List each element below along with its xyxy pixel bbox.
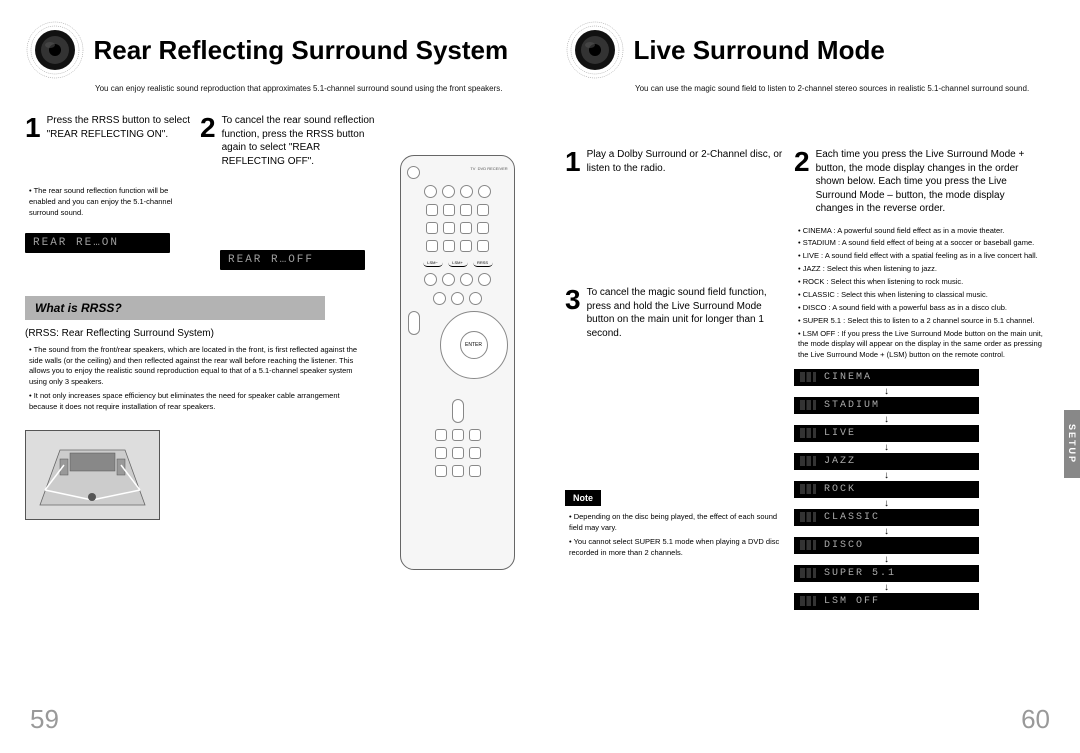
step-2: 2 To cancel the rear sound reflection fu… — [200, 114, 375, 168]
setup-tab: SETUP — [1064, 410, 1080, 478]
page-number: 59 — [30, 704, 59, 735]
display-on: REAR RE…ON — [25, 233, 170, 253]
note-list: Depending on the disc being played, the … — [565, 512, 785, 558]
room-diagram — [25, 430, 160, 520]
effect-item: JAZZ : Select this when listening to jaz… — [798, 264, 1044, 275]
step-text: To cancel the magic sound field function… — [587, 286, 785, 340]
down-arrow-icon: ↓ — [794, 555, 979, 565]
down-arrow-icon: ↓ — [794, 415, 979, 425]
note-item: You cannot select SUPER 5.1 mode when pl… — [569, 537, 785, 558]
explain-item: It not only increases space efficiency b… — [29, 391, 365, 412]
rrss-explain: The sound from the front/rear speakers, … — [25, 345, 365, 412]
page-60: Live Surround Mode You can use the magic… — [540, 0, 1080, 753]
what-is-rrss-heading: What is RRSS? — [25, 296, 325, 320]
down-arrow-icon: ↓ — [794, 583, 979, 593]
step-number: 2 — [794, 148, 810, 176]
mode-strip: CLASSIC — [794, 509, 979, 526]
mode-strip: JAZZ — [794, 453, 979, 470]
step-2: 2 Each time you press the Live Surround … — [794, 148, 1044, 216]
effect-item: DISCO : A sound field with a powerful ba… — [798, 303, 1044, 314]
explain-item: The sound from the front/rear speakers, … — [29, 345, 365, 387]
step-text: To cancel the rear sound reflection func… — [222, 114, 375, 168]
step-text: Each time you press the Live Surround Mo… — [816, 148, 1044, 216]
down-arrow-icon: ↓ — [794, 527, 979, 537]
speaker-icon — [25, 20, 85, 80]
down-arrow-icon: ↓ — [794, 499, 979, 509]
note-item: Depending on the disc being played, the … — [569, 512, 785, 533]
effect-item: LIVE : A sound field effect with a spati… — [798, 251, 1044, 262]
mode-strip: LIVE — [794, 425, 979, 442]
effect-item: SUPER 5.1 : Select this to listen to a 2… — [798, 316, 1044, 327]
effect-item: ROCK : Select this when listening to roc… — [798, 277, 1044, 288]
mode-strip: STADIUM — [794, 397, 979, 414]
note-item: The rear sound reflection function will … — [29, 186, 190, 219]
note-badge: Note — [565, 490, 601, 506]
speaker-icon — [565, 20, 625, 80]
step-number: 3 — [565, 286, 581, 314]
effect-item: LSM OFF : If you press the Live Surround… — [798, 329, 1044, 362]
step-text: Press the RRSS button to select "REAR RE… — [47, 114, 190, 141]
left-column: 1 Play a Dolby Surround or 2-Channel dis… — [565, 148, 785, 562]
header-row: Live Surround Mode — [565, 20, 1055, 80]
page-59: Rear Reflecting Surround System You can … — [0, 0, 540, 753]
step-1: 1 Play a Dolby Surround or 2-Channel dis… — [565, 148, 785, 176]
mode-strip: SUPER 5.1 — [794, 565, 979, 582]
step-3: 3 To cancel the magic sound field functi… — [565, 286, 785, 340]
mode-display-stack: CINEMA ↓ STADIUM ↓ LIVE ↓ JAZZ ↓ ROCK ↓ … — [794, 369, 1044, 610]
steps: 1 Press the RRSS button to select "REAR … — [25, 114, 385, 168]
down-arrow-icon: ↓ — [794, 471, 979, 481]
step1-note: The rear sound reflection function will … — [25, 186, 190, 219]
step-number: 2 — [200, 114, 216, 142]
mode-strip: DISCO — [794, 537, 979, 554]
effect-item: CLASSIC : Select this when listening to … — [798, 290, 1044, 301]
effect-item: CINEMA : A powerful sound field effect a… — [798, 226, 1044, 237]
display-off: REAR R…OFF — [220, 250, 365, 270]
header-row: Rear Reflecting Surround System — [25, 20, 515, 80]
page-subtitle: You can enjoy realistic sound reproducti… — [95, 84, 515, 94]
remote-control-illustration: TV DVD RECEIVER LSM−LSM+RRSS ENTER — [400, 155, 515, 570]
effect-item: STADIUM : A sound field effect of being … — [798, 238, 1044, 249]
page-title: Rear Reflecting Surround System — [93, 35, 508, 66]
step-number: 1 — [565, 148, 581, 176]
step-1: 1 Press the RRSS button to select "REAR … — [25, 114, 190, 168]
page-title: Live Surround Mode — [633, 35, 884, 66]
page-number: 60 — [1021, 704, 1050, 735]
step-number: 1 — [25, 114, 41, 142]
mode-strip: LSM OFF — [794, 593, 979, 610]
mode-strip: CINEMA — [794, 369, 979, 386]
effect-descriptions: CINEMA : A powerful sound field effect a… — [794, 226, 1044, 362]
mode-strip: ROCK — [794, 481, 979, 498]
step-text: Play a Dolby Surround or 2-Channel disc,… — [587, 148, 785, 175]
down-arrow-icon: ↓ — [794, 443, 979, 453]
page-subtitle: You can use the magic sound field to lis… — [635, 84, 1055, 94]
right-column: 2 Each time you press the Live Surround … — [794, 148, 1044, 611]
down-arrow-icon: ↓ — [794, 387, 979, 397]
